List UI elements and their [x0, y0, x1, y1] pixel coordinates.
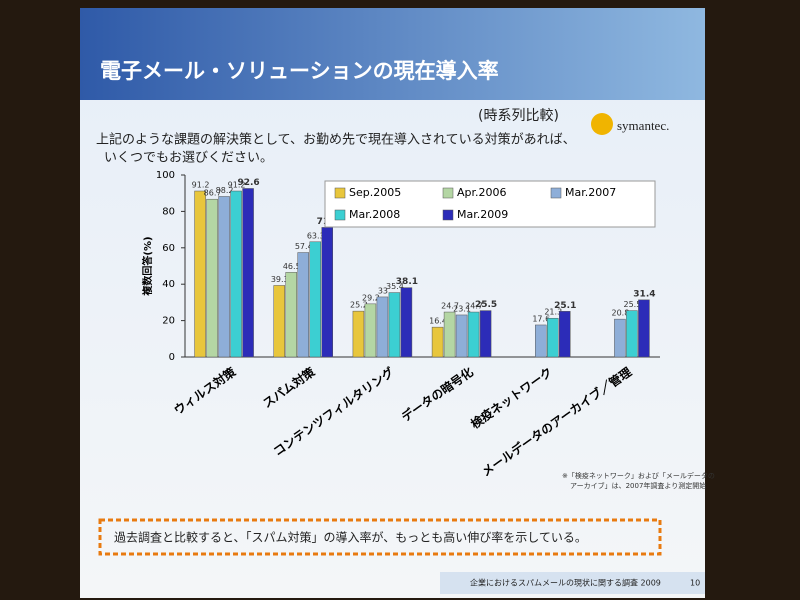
value-label: 33 — [378, 286, 388, 295]
bar — [230, 190, 242, 358]
value-label: 38.1 — [396, 277, 418, 287]
footer: 企業におけるスパムメールの現状に関する調査 2009 — [470, 578, 661, 588]
bar — [309, 241, 321, 358]
legend-label: Sep.2005 — [349, 186, 401, 199]
summary: 過去調査と比較すると、「スパム対策」の導入率が、もっとも高い伸び率を示している。 — [114, 530, 587, 545]
y-tick-label: 100 — [156, 170, 175, 181]
bar — [194, 190, 206, 358]
bar — [273, 285, 285, 358]
value-label: 91.2 — [192, 181, 210, 190]
note-line: ※「検疫ネットワーク」および「メールデータの — [562, 471, 715, 480]
bar — [443, 311, 456, 358]
bar — [535, 324, 547, 358]
note-line: アーカイブ」は、2007年調査より測定開始 — [570, 481, 706, 490]
value-label: 24.7 — [441, 302, 459, 311]
bar — [242, 188, 254, 358]
value-label: 25.5 — [624, 300, 642, 309]
value-label: 91.2 — [228, 181, 246, 190]
legend-label: Mar.2008 — [349, 208, 400, 221]
value-label: 20.8 — [612, 309, 630, 318]
bar — [376, 296, 389, 358]
value-label: 23.1 — [453, 304, 471, 313]
y-tick-label: 60 — [162, 243, 175, 254]
bar — [388, 292, 401, 358]
slide-title: 電子メール・ソリューションの現在導入率 — [100, 59, 499, 83]
logo-mark — [591, 113, 613, 135]
value-label: 25.1 — [554, 301, 576, 311]
bar — [614, 318, 626, 358]
bar — [206, 198, 218, 358]
y-tick-label: 80 — [162, 206, 175, 217]
logo: symantec. — [617, 118, 669, 133]
y-tick-label: 0 — [169, 352, 175, 363]
bar — [626, 310, 638, 358]
legend-box — [324, 180, 656, 228]
question-line: 上記のような課題の解決策として、お勤め先で現在導入されている対策があれば、 — [96, 132, 576, 148]
legend-swatch — [442, 187, 454, 199]
bar — [559, 311, 571, 358]
value-label: 46.5 — [283, 262, 301, 271]
y-tick-label: 20 — [162, 316, 175, 327]
value-label: 25.2 — [350, 301, 368, 310]
value-label: 16.4 — [429, 317, 447, 326]
footer-bar — [440, 572, 705, 594]
value-label: 24.7 — [465, 302, 483, 311]
value-label: 25.5 — [475, 300, 497, 310]
bar — [638, 299, 650, 358]
legend-label: Mar.2009 — [457, 208, 508, 221]
legend-swatch — [442, 209, 454, 221]
legend-swatch — [334, 209, 346, 221]
bar — [321, 227, 333, 358]
summary-box — [98, 518, 662, 556]
value-label: 21.3 — [544, 308, 562, 317]
legend-label: Mar.2007 — [565, 186, 616, 199]
bar — [364, 303, 377, 358]
slide-subtitle: (時系列比較) — [478, 108, 559, 124]
value-label: 86.7 — [204, 189, 222, 198]
bar — [218, 196, 230, 358]
bar — [479, 310, 492, 358]
y-axis-label: 複数回答(%) — [141, 236, 154, 296]
bar — [547, 317, 559, 358]
value-label: 35.4 — [386, 282, 404, 291]
value-label: 31.4 — [633, 289, 655, 299]
value-label: 92.6 — [237, 178, 259, 188]
legend-label: Apr.2006 — [457, 186, 507, 199]
value-label: 57.4 — [295, 242, 313, 251]
page-number: 10 — [690, 579, 700, 588]
legend-swatch — [550, 187, 562, 199]
title-bar — [80, 8, 705, 100]
bar — [297, 252, 309, 358]
bar — [285, 272, 297, 358]
value-label: 63.3 — [307, 231, 325, 240]
bar — [400, 287, 413, 358]
value-label: 88.2 — [216, 186, 234, 195]
y-tick-label: 40 — [162, 279, 175, 290]
value-label: 17.6 — [532, 314, 550, 323]
bar — [352, 310, 365, 358]
value-label: 29.2 — [362, 293, 380, 302]
value-label: 39.3 — [271, 275, 289, 284]
bar — [467, 311, 480, 358]
bar — [431, 326, 444, 358]
bar — [455, 314, 468, 358]
legend-swatch — [334, 187, 346, 199]
question-line: いくつでもお選びください。 — [104, 151, 273, 166]
